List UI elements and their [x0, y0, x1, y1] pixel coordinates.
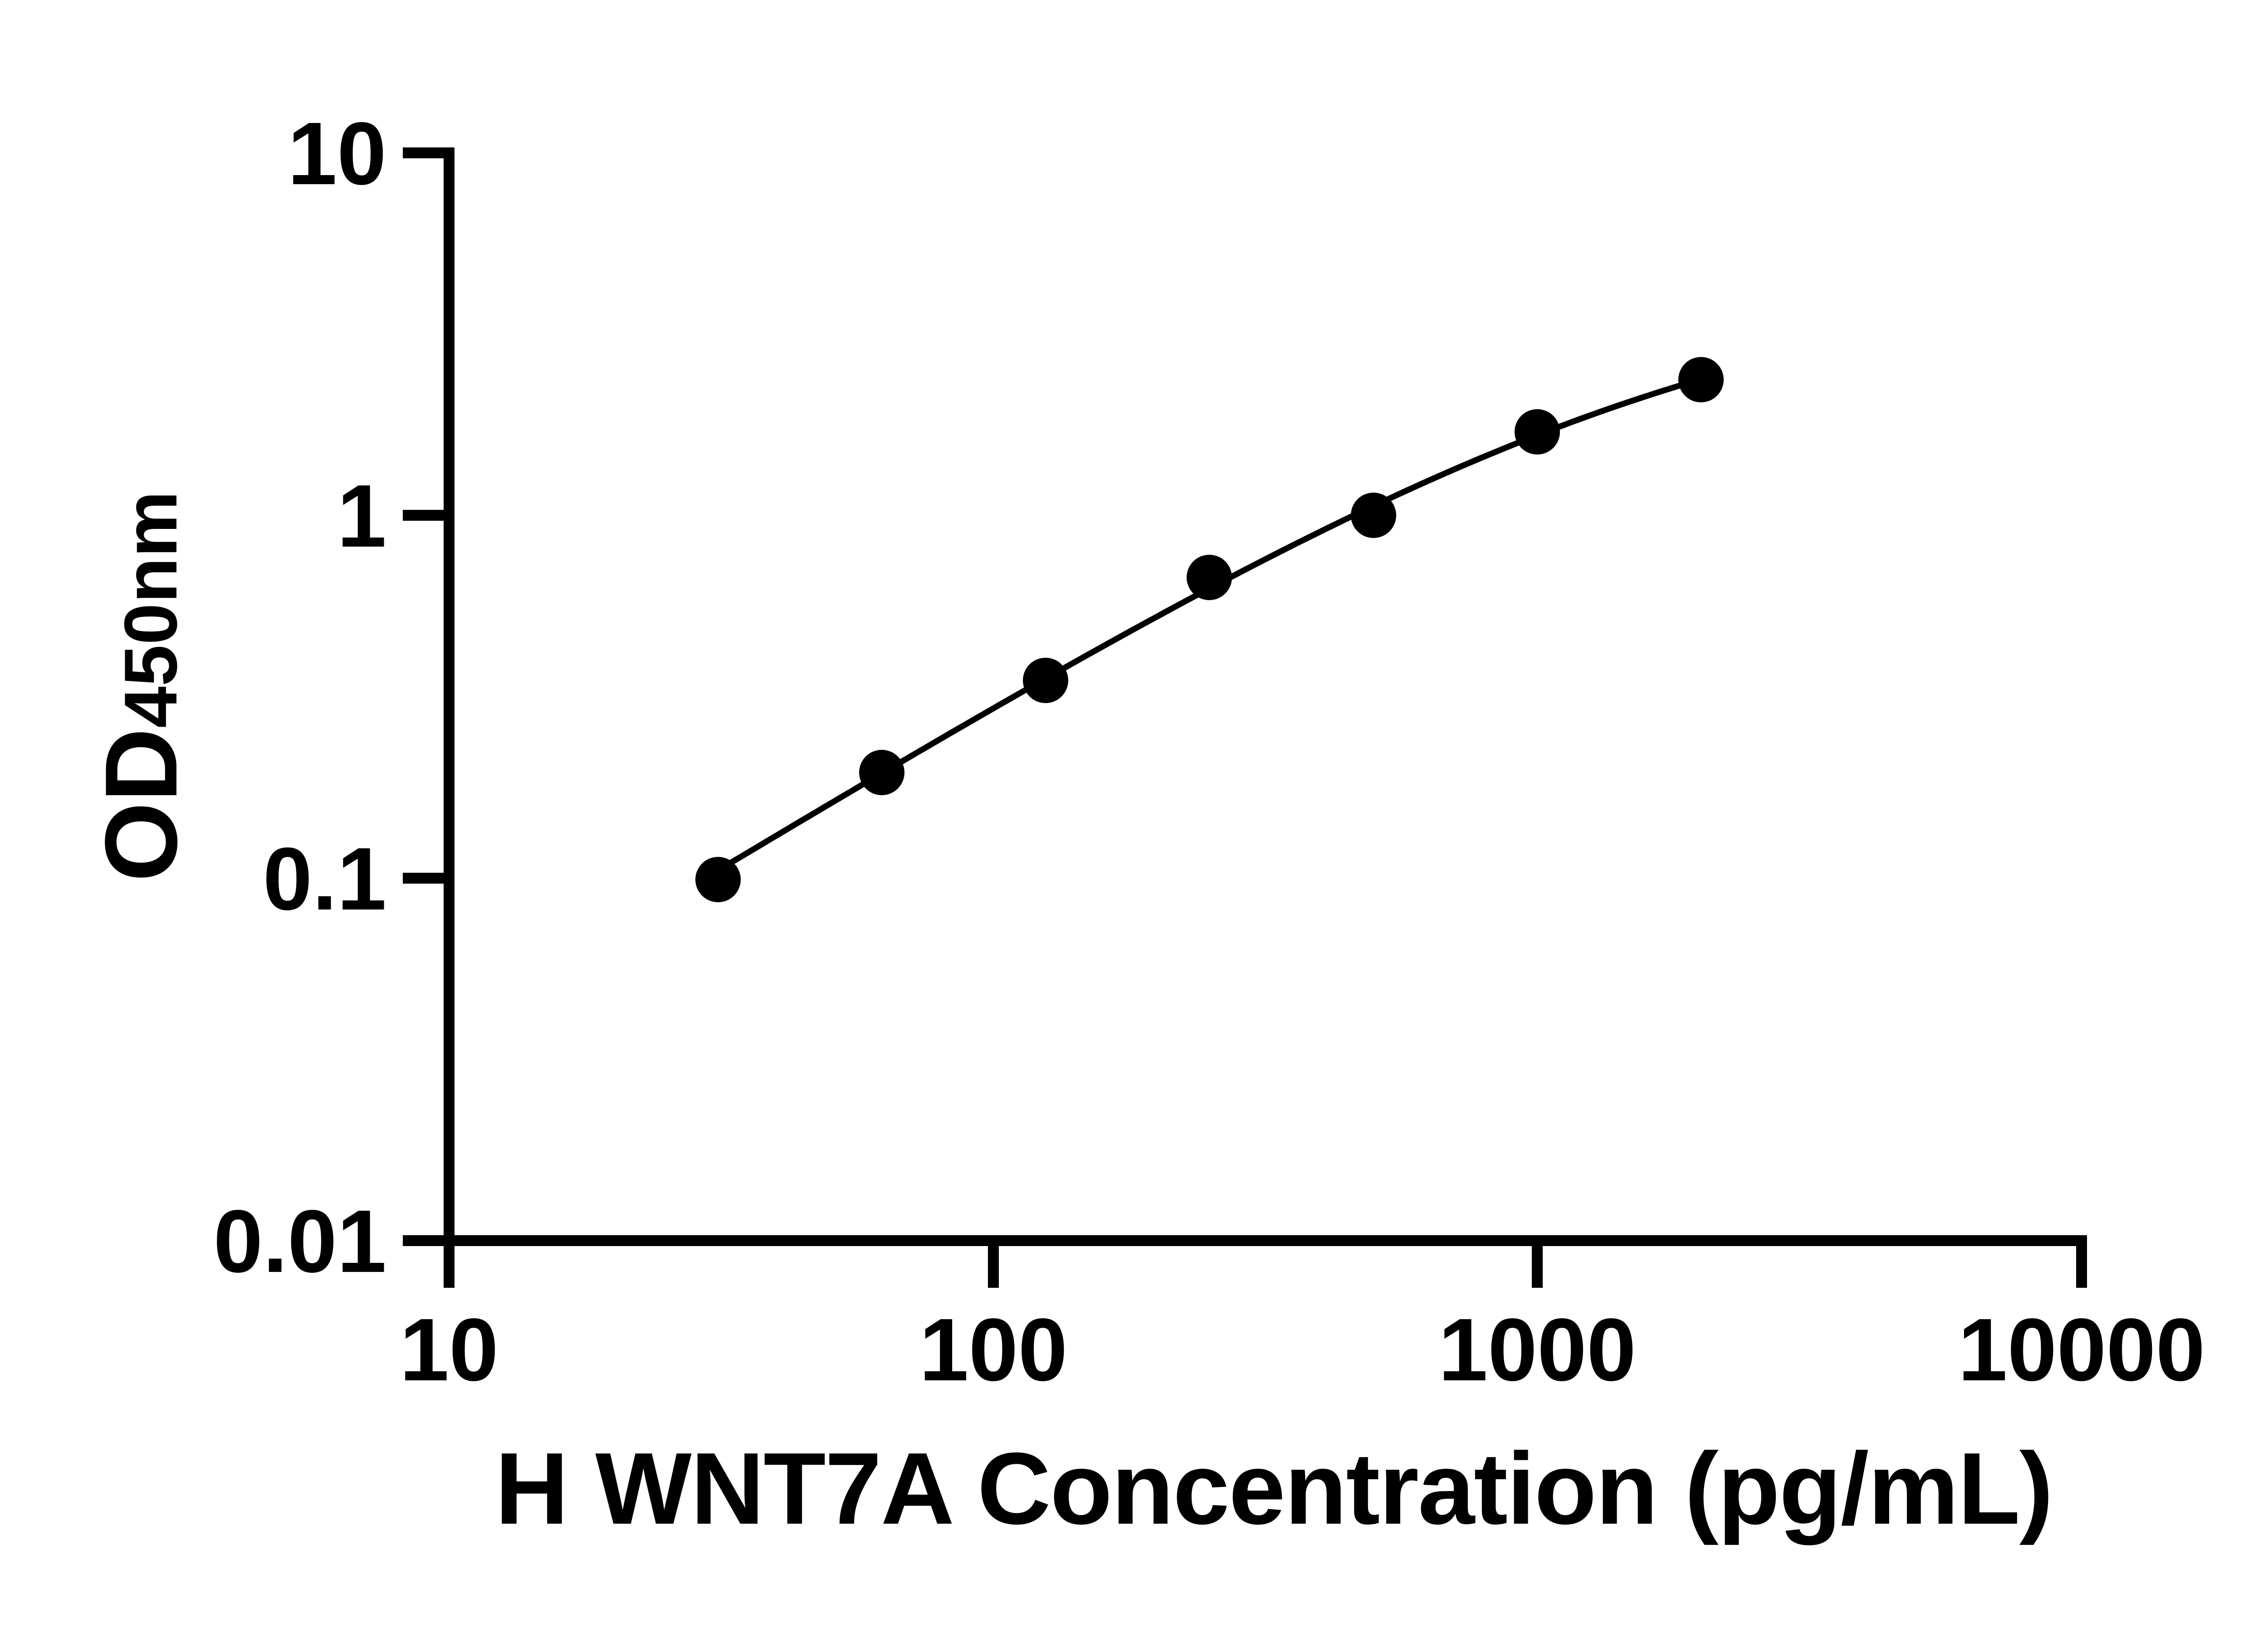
svg-text:10000: 10000	[1958, 1300, 2205, 1399]
svg-text:H WNT7A Concentration (pg/mL): H WNT7A Concentration (pg/mL)	[495, 1431, 2052, 1545]
svg-text:0.1: 0.1	[263, 829, 386, 929]
svg-text:10: 10	[400, 1300, 499, 1399]
svg-text:100: 100	[919, 1300, 1067, 1399]
svg-text:0.01: 0.01	[214, 1192, 386, 1291]
svg-text:10: 10	[288, 104, 386, 203]
svg-text:1000: 1000	[1438, 1300, 1636, 1399]
svg-text:1: 1	[337, 466, 386, 566]
svg-text:OD450nm: OD450nm	[83, 491, 198, 882]
